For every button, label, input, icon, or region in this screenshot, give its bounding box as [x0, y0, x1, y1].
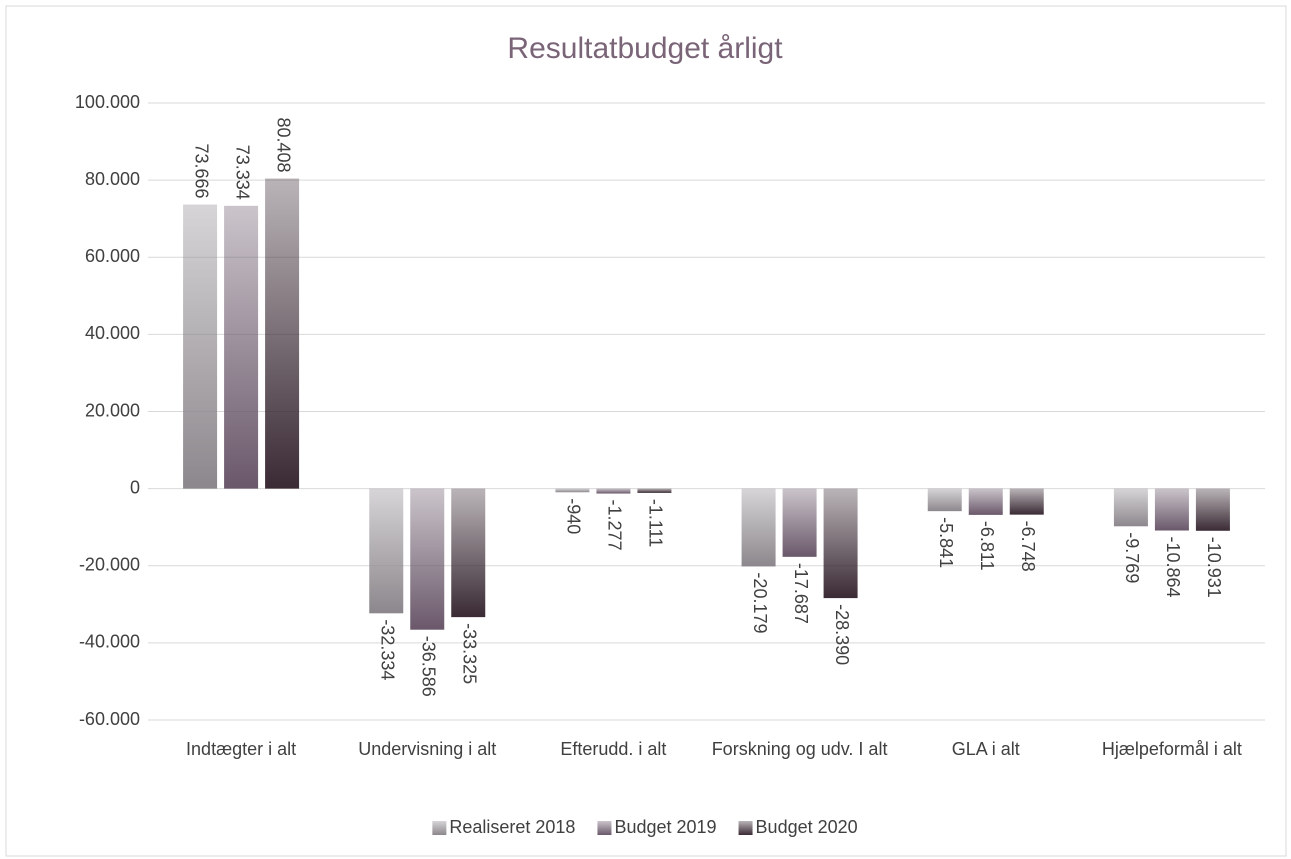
y-tick-label: 60.000: [85, 246, 140, 266]
bar: [224, 205, 259, 489]
bar: [1154, 488, 1189, 531]
data-label: -28.390: [832, 604, 852, 665]
y-tick-label: 40.000: [85, 323, 140, 343]
chart-title: Resultatbudget årligt: [507, 32, 783, 65]
data-label: 80.408: [273, 117, 293, 172]
data-label: -6.811: [977, 521, 997, 571]
data-label: -10.931: [1204, 537, 1224, 598]
y-tick-label: 80.000: [85, 169, 140, 189]
bar: [1009, 488, 1044, 515]
bar: [410, 488, 445, 630]
bar: [265, 178, 300, 489]
bar: [968, 488, 1003, 515]
y-tick-label: -40.000: [79, 632, 140, 652]
y-tick-label: -20.000: [79, 555, 140, 575]
bar: [782, 488, 817, 557]
data-label: -9.769: [1122, 532, 1142, 583]
x-tick-label: GLA i alt: [951, 739, 1020, 759]
chart-border: [5, 5, 1287, 857]
data-label: -10.864: [1163, 537, 1183, 598]
x-tick-label: Hjælpeformål i alt: [1101, 739, 1242, 759]
y-tick-label: 20.000: [85, 400, 140, 420]
bar: [183, 204, 218, 489]
y-tick-label: 0: [130, 477, 140, 497]
x-tick-label: Indtægter i alt: [186, 739, 297, 759]
bar: [1195, 488, 1230, 531]
bar: [741, 488, 776, 567]
data-label: -33.325: [460, 623, 480, 684]
x-tick-label: Forskning og udv. I alt: [711, 739, 888, 759]
legend: Realiseret 2018 Budget 2019 Budget 2020: [432, 817, 858, 837]
bar: [1113, 488, 1148, 527]
data-label: -940: [564, 498, 584, 534]
data-label: -1.111: [646, 499, 666, 547]
data-label: -32.334: [378, 619, 398, 680]
bar: [927, 488, 962, 512]
legend-label: Realiseret 2018: [449, 817, 575, 837]
data-label: -1.277: [605, 500, 625, 551]
y-tick-label: -60.000: [79, 709, 140, 729]
bar: [451, 488, 486, 618]
bar: [555, 488, 590, 493]
data-label: -6.748: [1018, 521, 1038, 572]
data-label: -20.179: [750, 572, 770, 633]
data-label: -5.841: [936, 517, 956, 568]
y-tick-label: 100.000: [75, 92, 140, 112]
legend-label: Budget 2020: [756, 817, 858, 837]
bar: [637, 488, 672, 493]
bar: [823, 488, 858, 599]
data-label: 73.666: [191, 143, 211, 198]
legend-marker: [738, 821, 753, 835]
x-tick-label: Undervisning i alt: [358, 739, 497, 759]
bar: [369, 488, 404, 614]
x-tick-label: Efterudd. i alt: [560, 739, 667, 759]
data-label: -17.687: [791, 563, 811, 624]
data-label: 73.334: [232, 145, 252, 200]
legend-marker: [432, 821, 447, 835]
data-label: -36.586: [419, 636, 439, 697]
bar: [596, 488, 631, 494]
legend-marker: [597, 821, 612, 835]
legend-label: Budget 2019: [614, 817, 716, 837]
